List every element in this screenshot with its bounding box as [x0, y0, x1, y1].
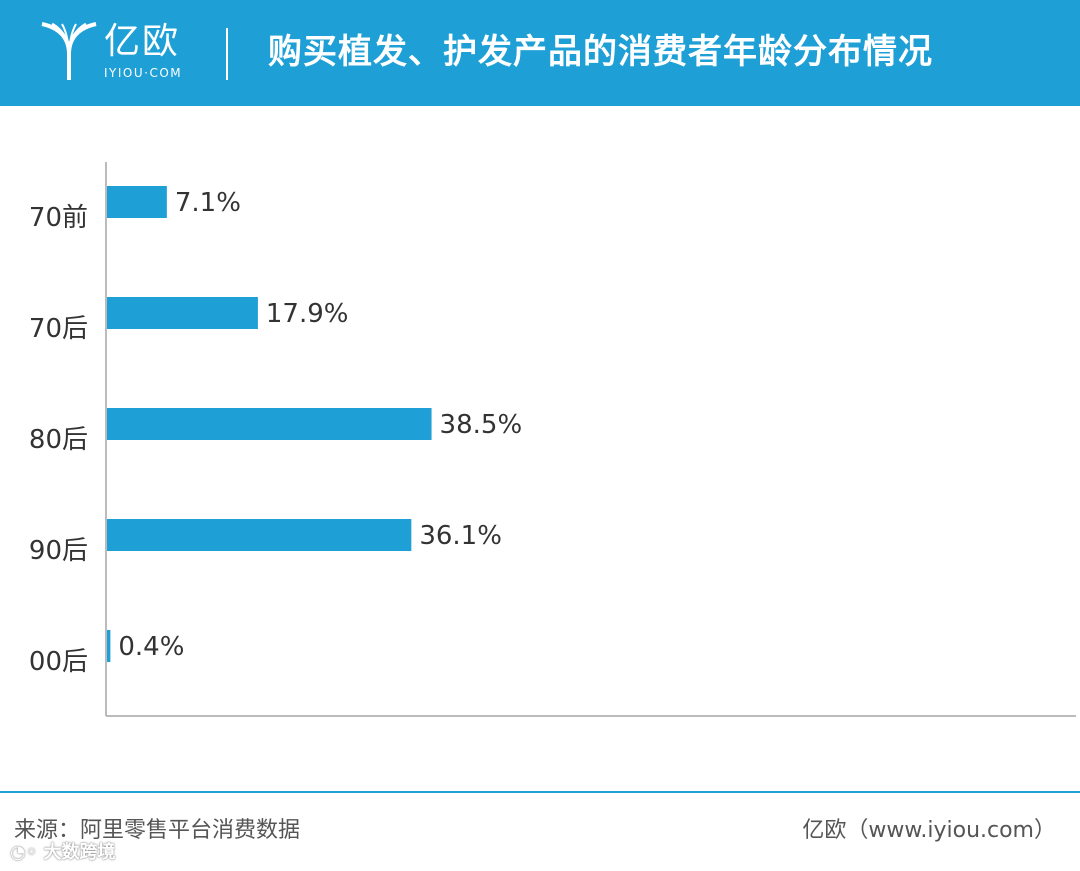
- bar-3: [107, 519, 412, 551]
- bar-1: [107, 297, 258, 329]
- bar-value-label-3: 36.1%: [419, 521, 502, 551]
- bar-chart: 7.1% 70前 17.9% 70后 38.5% 80后 36.1% 90后 0.4% 00后: [29, 162, 1076, 717]
- logo-text: 亿欧: [104, 21, 181, 62]
- source-note: 来源：阿里零售平台消费数据: [14, 818, 301, 843]
- bar-value-label-4: 0.4%: [118, 632, 184, 662]
- y-tick-label-4: 00后: [29, 647, 88, 677]
- bar-2: [107, 408, 432, 440]
- watermark: ◔◦ 大数跨境: [10, 838, 116, 864]
- watermark-text: 大数跨境: [43, 842, 116, 863]
- bar-4: [107, 630, 111, 662]
- header-banner: 亿欧 IYIOU·COM 购买植发、护发产品的消费者年龄分布情况: [0, 0, 1080, 106]
- header-divider: [226, 28, 228, 80]
- bar-value-label-2: 38.5%: [440, 410, 523, 440]
- logo-subtext: IYIOU·COM: [104, 66, 183, 80]
- footer-divider: [0, 791, 1080, 793]
- bar-value-label-0: 7.1%: [175, 188, 241, 218]
- watermark-logo-icon: ◔◦: [10, 842, 38, 863]
- bar-value-label-1: 17.9%: [266, 299, 349, 329]
- credit-note: 亿欧（www.iyiou.com）: [802, 818, 1056, 843]
- y-tick-label-3: 90后: [29, 536, 88, 566]
- y-tick-label-2: 80后: [29, 425, 88, 455]
- bar-0: [107, 186, 167, 218]
- y-tick-label-1: 70后: [29, 314, 88, 344]
- y-tick-label-0: 70前: [29, 203, 88, 233]
- page-title: 购买植发、护发产品的消费者年龄分布情况: [268, 32, 933, 72]
- yiou-logo-icon: [41, 22, 97, 80]
